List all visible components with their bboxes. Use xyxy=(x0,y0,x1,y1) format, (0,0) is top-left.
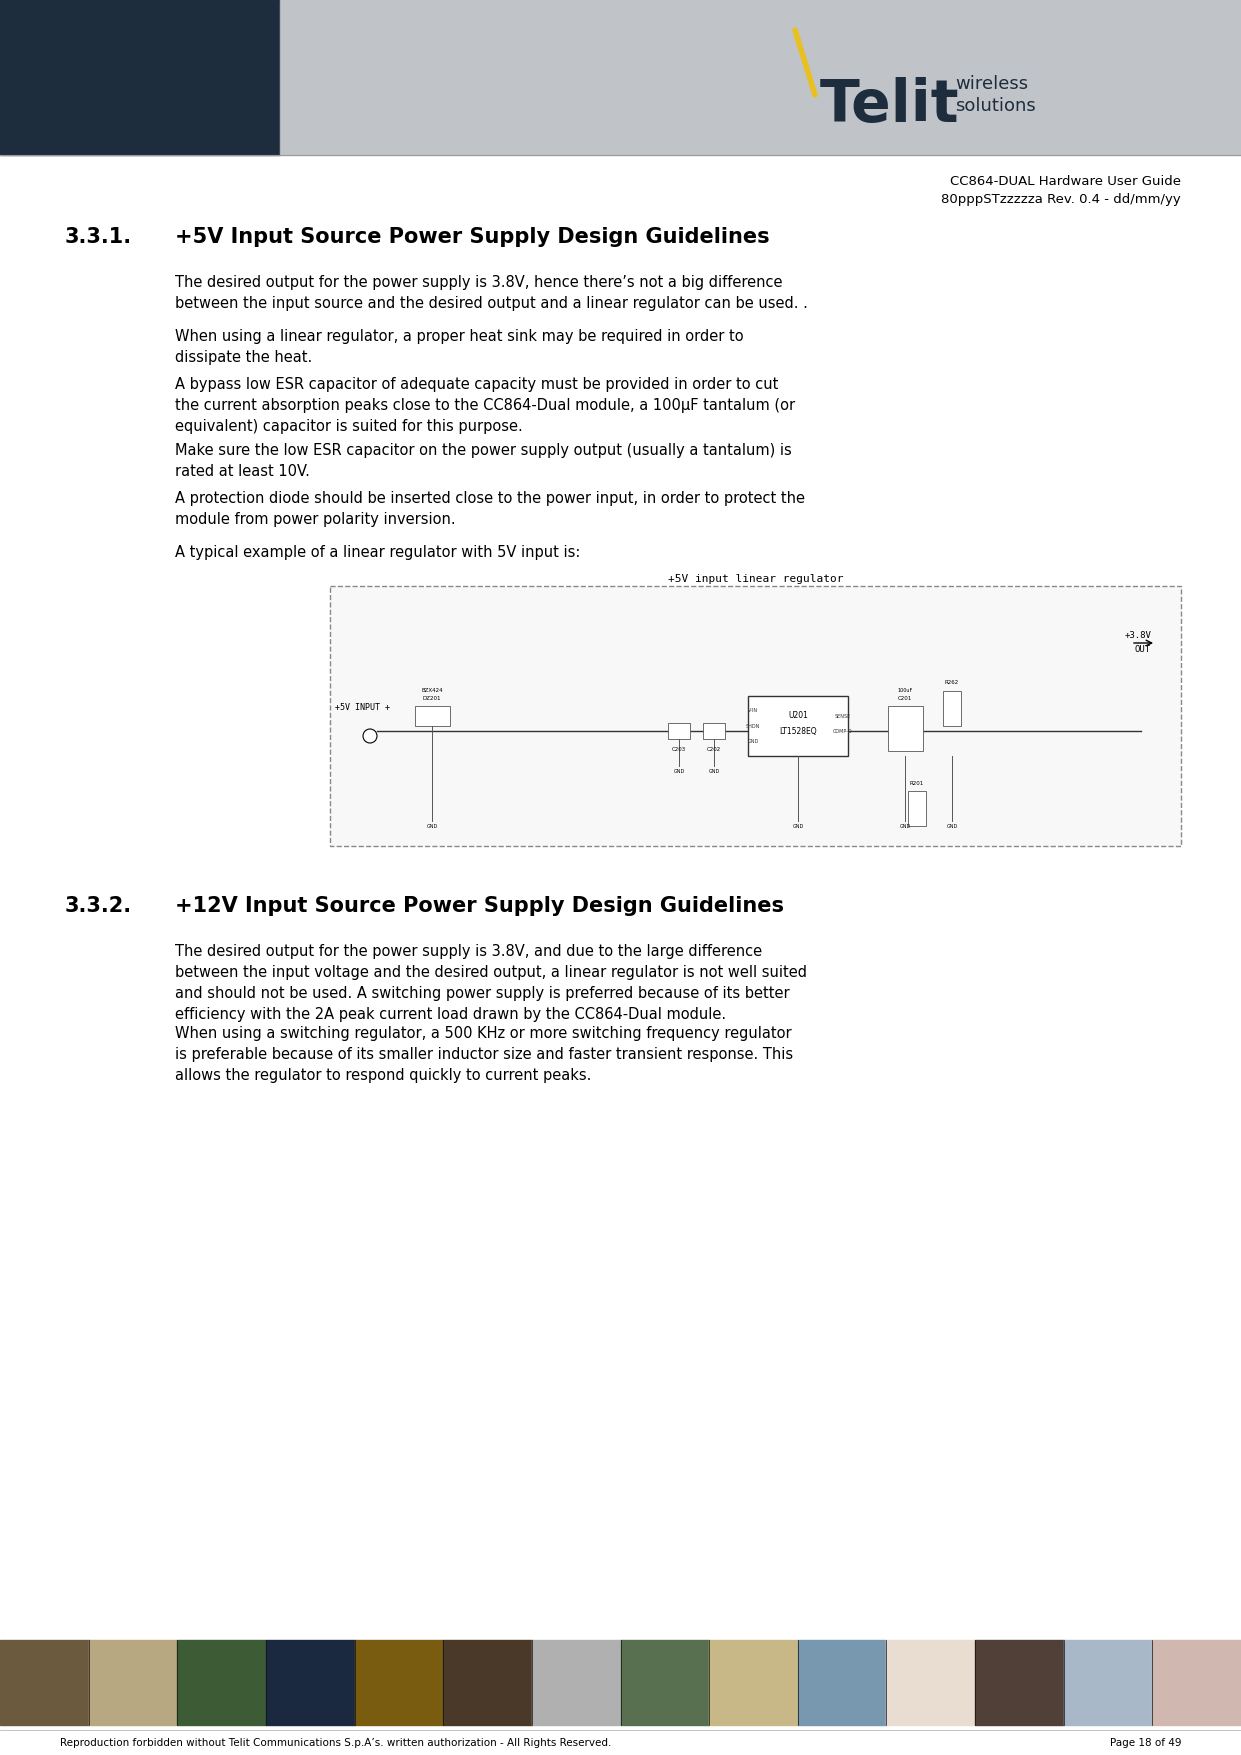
Text: CC864-DUAL Hardware User Guide: CC864-DUAL Hardware User Guide xyxy=(951,176,1181,188)
Bar xyxy=(798,1639,886,1725)
Text: 100uF: 100uF xyxy=(897,688,912,693)
Bar xyxy=(280,0,1241,154)
Text: GND: GND xyxy=(747,739,758,744)
Bar xyxy=(889,706,923,751)
Bar xyxy=(748,697,848,756)
Text: +12V Input Source Power Supply Design Guidelines: +12V Input Source Power Supply Design Gu… xyxy=(175,897,784,916)
Text: +5V Input Source Power Supply Design Guidelines: +5V Input Source Power Supply Design Gui… xyxy=(175,226,769,247)
Text: SHDN: SHDN xyxy=(746,723,761,728)
Text: A protection diode should be inserted close to the power input, in order to prot: A protection diode should be inserted cl… xyxy=(175,491,805,526)
Bar xyxy=(886,1639,975,1725)
Text: R201: R201 xyxy=(910,781,925,786)
Bar xyxy=(1064,1639,1153,1725)
Bar xyxy=(943,691,961,727)
Text: 80pppSTzzzzza Rev. 0.4 - dd/mm/yy: 80pppSTzzzzza Rev. 0.4 - dd/mm/yy xyxy=(941,193,1181,205)
Bar xyxy=(1153,1639,1241,1725)
Bar xyxy=(355,1639,443,1725)
Bar xyxy=(88,1639,177,1725)
Text: Page 18 of 49: Page 18 of 49 xyxy=(1109,1737,1181,1748)
Bar xyxy=(709,1639,798,1725)
Bar xyxy=(532,1639,620,1725)
Text: GND: GND xyxy=(427,825,438,828)
Text: A bypass low ESR capacitor of adequate capacity must be provided in order to cut: A bypass low ESR capacitor of adequate c… xyxy=(175,377,795,433)
Bar xyxy=(177,1639,266,1725)
Text: GND: GND xyxy=(793,825,804,828)
Text: Reproduction forbidden without Telit Communications S.p.A’s. written authorizati: Reproduction forbidden without Telit Com… xyxy=(60,1737,612,1748)
Text: GND: GND xyxy=(900,825,911,828)
Bar xyxy=(0,1639,88,1725)
Text: OUT: OUT xyxy=(1134,646,1150,655)
Bar xyxy=(975,1639,1064,1725)
Text: COMP-D: COMP-D xyxy=(833,728,853,734)
Text: GND: GND xyxy=(947,825,958,828)
Bar xyxy=(0,0,280,154)
Text: U201: U201 xyxy=(788,711,808,721)
Text: V-IN: V-IN xyxy=(748,709,758,714)
Text: R262: R262 xyxy=(944,681,959,686)
Text: SENSE: SENSE xyxy=(835,714,851,718)
Circle shape xyxy=(364,728,377,742)
Text: GND: GND xyxy=(709,769,720,774)
Bar xyxy=(704,723,725,739)
Bar xyxy=(330,586,1181,846)
Text: C201: C201 xyxy=(898,697,912,702)
Bar xyxy=(908,792,926,827)
Bar xyxy=(266,1639,355,1725)
Text: 3.3.1.: 3.3.1. xyxy=(65,226,132,247)
Text: +5V INPUT +: +5V INPUT + xyxy=(335,704,390,713)
Text: +3.8V: +3.8V xyxy=(1124,632,1150,641)
Bar xyxy=(443,1639,532,1725)
Text: +5V input linear regulator: +5V input linear regulator xyxy=(668,574,843,584)
Bar xyxy=(668,723,690,739)
Text: DZ201: DZ201 xyxy=(423,695,442,700)
Text: 3.3.2.: 3.3.2. xyxy=(65,897,132,916)
Text: C203: C203 xyxy=(671,748,686,751)
Text: The desired output for the power supply is 3.8V, and due to the large difference: The desired output for the power supply … xyxy=(175,944,807,1021)
Text: C202: C202 xyxy=(707,748,721,751)
Bar xyxy=(620,1639,709,1725)
Bar xyxy=(414,706,450,727)
Text: wireless
solutions: wireless solutions xyxy=(956,75,1036,116)
Text: Telit: Telit xyxy=(820,77,959,133)
Text: The desired output for the power supply is 3.8V, hence there’s not a big differe: The desired output for the power supply … xyxy=(175,276,808,311)
Text: Make sure the low ESR capacitor on the power supply output (usually a tantalum) : Make sure the low ESR capacitor on the p… xyxy=(175,442,792,479)
Text: A typical example of a linear regulator with 5V input is:: A typical example of a linear regulator … xyxy=(175,546,581,560)
Text: BZX424: BZX424 xyxy=(421,688,443,693)
Text: When using a switching regulator, a 500 KHz or more switching frequency regulato: When using a switching regulator, a 500 … xyxy=(175,1027,793,1083)
Text: LT1528EQ: LT1528EQ xyxy=(779,727,817,735)
Text: GND: GND xyxy=(674,769,685,774)
Text: When using a linear regulator, a proper heat sink may be required in order to
di: When using a linear regulator, a proper … xyxy=(175,328,743,365)
